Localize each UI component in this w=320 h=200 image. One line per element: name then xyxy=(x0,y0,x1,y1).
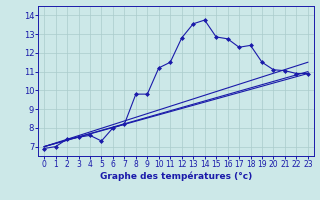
X-axis label: Graphe des températures (°c): Graphe des températures (°c) xyxy=(100,172,252,181)
